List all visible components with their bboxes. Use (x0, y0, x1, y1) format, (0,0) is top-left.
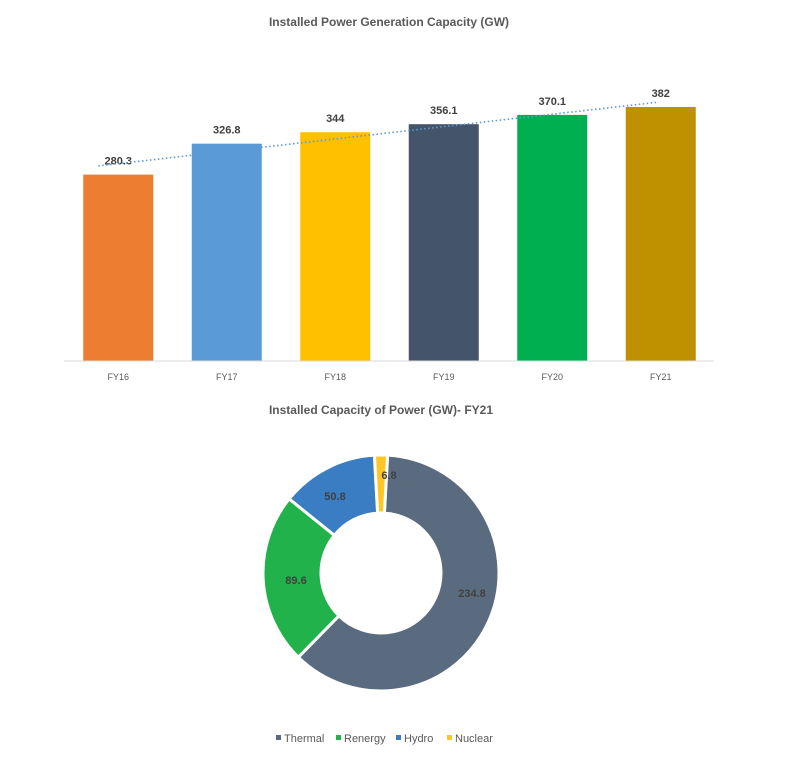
x-tick-label: FY19 (433, 372, 455, 382)
legend-swatch-nuclear (447, 735, 452, 740)
donut-value-label: 6.8 (381, 470, 396, 482)
bar-value-label: 280.3 (104, 156, 132, 168)
donut-slice-nuclear (372, 453, 390, 515)
bar-plot-area: 280.3 FY16 326.8 FY17 344 FY18 356.1 FY19 370.1 F… (83, 88, 696, 382)
legend-label: Renergy (344, 733, 386, 745)
legend-swatch-hydro (396, 735, 401, 740)
x-tick-label: FY16 (107, 372, 129, 382)
x-tick-label: FY20 (541, 372, 563, 382)
bar-value-label: 370.1 (538, 96, 566, 108)
bar-value-label: 382 (652, 88, 670, 100)
donut-value-label: 50.8 (324, 491, 345, 503)
x-tick-label: FY21 (650, 372, 672, 382)
bar-fy16 (83, 174, 154, 361)
bar-value-label: 356.1 (430, 105, 458, 117)
donut-value-label: 89.6 (285, 575, 306, 587)
bar-value-label: 344 (326, 113, 345, 125)
x-tick-label: FY18 (324, 372, 346, 382)
legend-label: Hydro (404, 733, 433, 745)
bar-fy18 (300, 132, 371, 361)
donut-plot-area: 234.8 89.6 50.8 6.8 (261, 453, 501, 693)
legend-label: Nuclear (455, 733, 493, 745)
bar-fy20 (517, 114, 588, 361)
x-tick-label: FY17 (216, 372, 238, 382)
donut-legend: Thermal Renergy Hydro Nuclear (276, 733, 493, 745)
bar-fy21 (625, 106, 696, 361)
bar-chart-title: Installed Power Generation Capacity (GW) (269, 15, 509, 29)
donut-slice-thermal (296, 453, 501, 693)
donut-slice-renergy (261, 496, 342, 660)
legend-label: Thermal (284, 733, 324, 745)
legend-swatch-thermal (276, 735, 281, 740)
legend-swatch-renergy (336, 735, 341, 740)
donut-chart-title: Installed Capacity of Power (GW)- FY21 (269, 403, 493, 417)
bar-value-label: 326.8 (213, 125, 241, 137)
bar-fy17 (191, 143, 262, 361)
donut-value-label: 234.8 (458, 588, 486, 600)
bar-fy19 (408, 124, 479, 361)
